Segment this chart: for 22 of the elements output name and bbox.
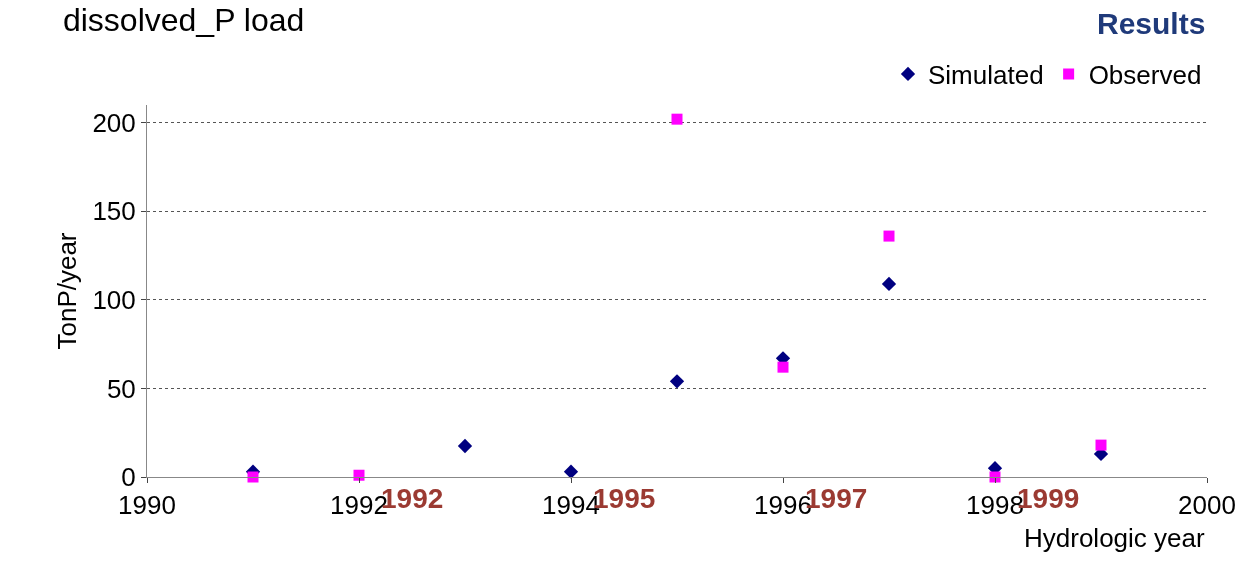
chart-title: dissolved_P load	[62, 2, 305, 39]
point	[247, 471, 259, 483]
y-tick-label: 50	[106, 373, 136, 404]
x-axis-title: Hydrologic year	[1024, 523, 1205, 553]
y-tick-label: 200	[92, 107, 136, 138]
legend-label: Observed	[1088, 60, 1202, 91]
point	[669, 374, 685, 389]
point	[1095, 439, 1107, 451]
point	[777, 361, 789, 373]
y-axis-title: TonP/year	[51, 232, 82, 350]
y-tick-label: 100	[92, 284, 136, 315]
point	[881, 276, 897, 292]
point	[883, 230, 895, 242]
text: Results	[1097, 7, 1206, 40]
point	[457, 438, 473, 454]
point	[563, 464, 579, 479]
point	[671, 113, 683, 125]
x-tick-label: 1990	[118, 490, 176, 521]
y-tick-label: 150	[92, 196, 136, 227]
y-tick-label: 0	[121, 462, 136, 493]
x-tick-label: 2000	[1178, 490, 1236, 521]
legend-label: Simulated	[928, 60, 1044, 91]
